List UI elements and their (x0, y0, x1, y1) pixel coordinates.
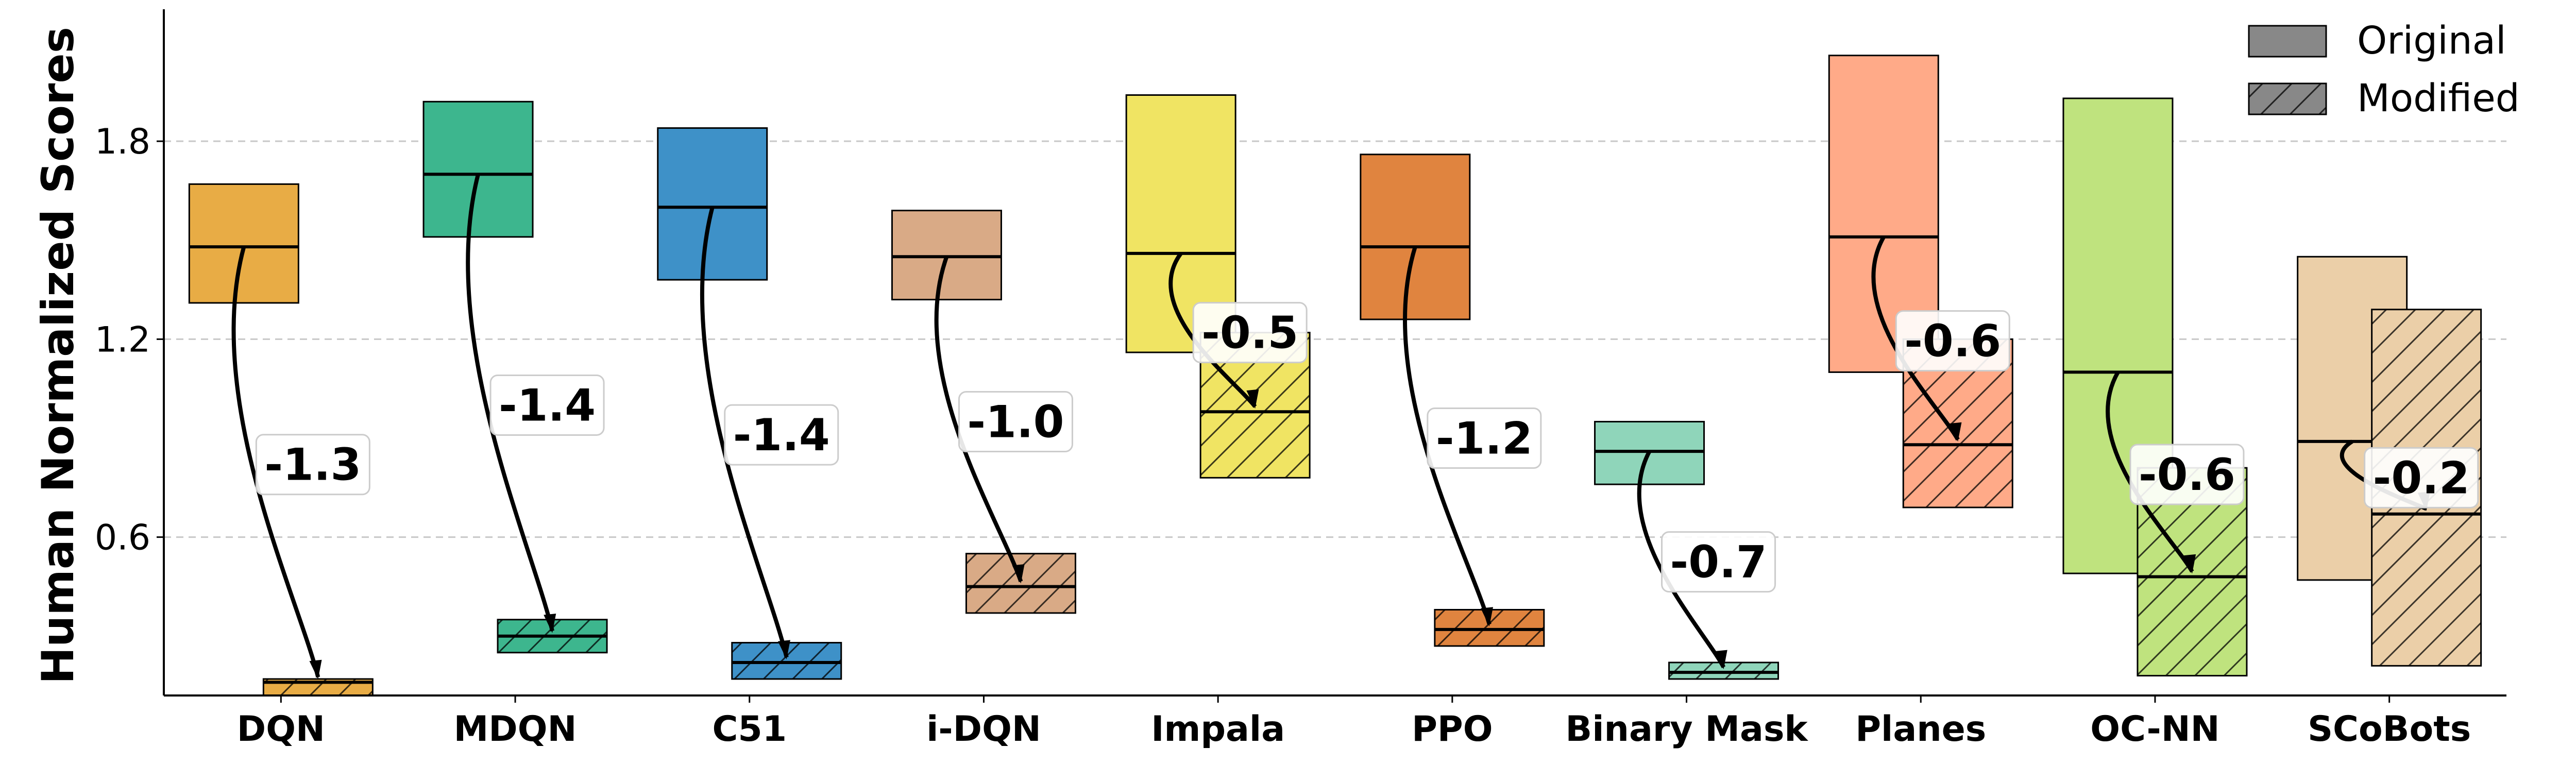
original-box (891, 210, 1002, 301)
y-tick-label: 0.6 (95, 518, 150, 558)
x-tick-label: Impala (1151, 709, 1285, 750)
x-tick-label: SCoBots (2308, 709, 2471, 750)
original-box (188, 183, 299, 304)
x-tick-label: i-DQN (926, 709, 1041, 750)
delta-label: -0.6 (1895, 310, 2010, 372)
delta-label: -1.2 (1427, 408, 1542, 469)
arrow-head (777, 640, 790, 659)
delta-label: -0.6 (2129, 444, 2245, 505)
x-tick-label: OC-NN (2090, 709, 2219, 750)
delta-label-text: -0.7 (1670, 537, 1767, 588)
legend: Original Modified (2248, 19, 2520, 121)
arrow-head (2183, 554, 2196, 574)
delta-label-box (1427, 408, 1542, 469)
delta-label-box (1192, 302, 1308, 364)
delta-label-box (489, 374, 605, 436)
legend-swatch-hatch (2249, 83, 2326, 114)
delta-label: -0.2 (2364, 447, 2479, 508)
x-tick-label: PPO (1412, 709, 1493, 750)
original-box (657, 127, 768, 281)
original-box (1360, 154, 1471, 320)
delta-label-box (1895, 310, 2010, 372)
y-tick-label: 1.8 (95, 122, 150, 162)
arrow-head (1949, 422, 1962, 442)
arrow-head (1481, 607, 1494, 626)
delta-label-box (2364, 447, 2479, 508)
arrow-head (1715, 650, 1727, 670)
delta-label-text: -1.2 (1436, 413, 1533, 465)
arrow-head (309, 659, 322, 680)
arrow-head (1012, 564, 1025, 584)
arrow-head (1246, 389, 1259, 409)
delta-label-text: -0.2 (2373, 452, 2470, 504)
delta-label-text: -0.5 (1201, 308, 1298, 359)
delta-label: -1.4 (724, 404, 839, 466)
x-tick-label: MDQN (454, 709, 577, 750)
x-tick-label: Binary Mask (1565, 709, 1808, 750)
arrow-head (544, 614, 556, 633)
delta-label-box (255, 434, 370, 496)
delta-label: -0.7 (1661, 531, 1776, 593)
legend-label-original: Original (2357, 19, 2506, 63)
y-axis-label: Human Normalized Scores (32, 27, 84, 684)
delta-label-box (724, 404, 839, 466)
delta-label-box (2129, 444, 2245, 505)
delta-label-text: -1.3 (264, 439, 361, 491)
legend-swatch-original (2248, 25, 2327, 58)
delta-label-text: -1.4 (499, 380, 596, 431)
delta-label-text: -0.6 (1904, 316, 2001, 367)
annotation-layer: -1.3 -1.4 -1.4 -1.0 -0.5 -1.2 -0.7 -0.6 -0.6 -0.2 (255, 302, 2479, 593)
legend-label-modified: Modified (2357, 76, 2520, 121)
delta-label-box (958, 391, 1073, 452)
x-tick-label: C51 (712, 709, 787, 750)
delta-label: -0.5 (1192, 302, 1308, 364)
delta-label-text: -0.6 (2139, 449, 2235, 501)
y-tick-label: 1.2 (95, 319, 150, 360)
x-tick-label: DQN (237, 709, 325, 750)
delta-label-text: -1.0 (967, 396, 1064, 448)
delta-label: -1.3 (255, 434, 370, 496)
delta-label-box (1661, 531, 1776, 593)
x-tick-label: Planes (1855, 709, 1986, 750)
delta-label: -1.0 (958, 391, 1073, 452)
axes: 0.6 1.2 1.8 DQN MDQN C51 i-DQN Impala PPO Binary … (95, 9, 2506, 750)
original-box (422, 100, 534, 238)
grid-lines (164, 140, 2506, 538)
delta-label-text: -1.4 (733, 410, 830, 461)
delta-label: -1.4 (489, 374, 605, 436)
